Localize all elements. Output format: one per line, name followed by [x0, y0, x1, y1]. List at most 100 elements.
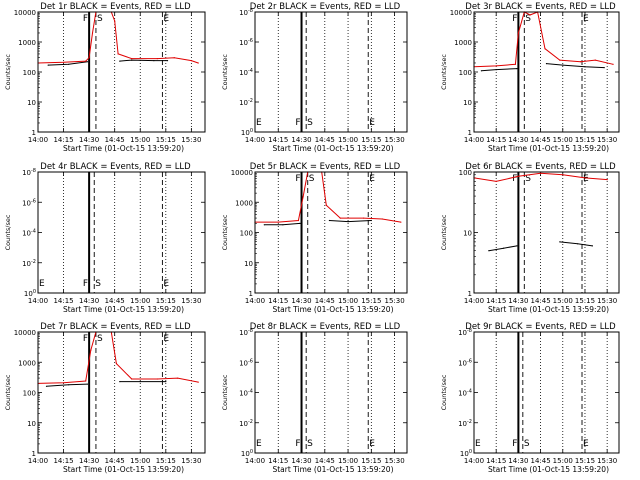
y-tick-label: 10-8 [239, 328, 253, 337]
x-tick-label: 14:45 [530, 457, 550, 465]
x-tick-label: 14:00 [28, 297, 48, 305]
x-tick-label: 15:15 [361, 297, 381, 305]
marker-label-S: S [309, 174, 315, 184]
events-series-point [119, 60, 121, 62]
marker-label-F: F [295, 439, 300, 449]
chart-title: Det 7r BLACK = Events, RED = LLD [40, 322, 191, 332]
lld-series-point [85, 60, 87, 62]
x-tick-label: 15:30 [181, 136, 201, 144]
x-tick-label: 14:15 [486, 457, 506, 465]
y-tick-label: 10 [27, 420, 36, 428]
lld-series-point [606, 179, 608, 181]
x-tick-label: 14:45 [315, 457, 335, 465]
x-tick-label: 15:30 [597, 136, 617, 144]
y-tick-label: 10-4 [239, 389, 253, 398]
events-series-point [139, 381, 141, 383]
lld-series-point [197, 62, 199, 64]
marker-label-E: E [369, 174, 375, 184]
lld-series [37, 331, 199, 384]
lld-series-point [514, 63, 517, 65]
y-tick-label: 100 [459, 69, 472, 77]
marker-label-E: E [256, 118, 262, 128]
lld-series-point [517, 32, 520, 34]
x-tick-label: 14:00 [464, 136, 484, 144]
lld-series-point [579, 61, 582, 63]
events-series-point [562, 64, 564, 66]
plot-frame [37, 11, 206, 133]
plot-frame [254, 331, 408, 454]
y-tick-label: 10 [27, 99, 36, 107]
x-tick-label: 15:00 [130, 457, 150, 465]
marker-label-E: E [256, 439, 262, 449]
x-tick-label: 14:45 [105, 136, 125, 144]
events-series-point [166, 60, 169, 62]
lld-series-point [594, 59, 596, 61]
marker-label-E: E [583, 14, 589, 24]
marker-label-E: E [583, 439, 589, 449]
plot-frame [37, 171, 206, 294]
lld-series [37, 11, 199, 64]
chart-title: Det 5r BLACK = Events, RED = LLD [250, 162, 401, 172]
marker-label-F: F [512, 14, 517, 24]
marker-label-F: F [83, 279, 88, 289]
chart-title: Det 9r BLACK = Events, RED = LLD [465, 322, 616, 332]
x-tick-label: 14:30 [79, 136, 99, 144]
events-series-point [480, 70, 482, 72]
x-tick-label: 15:30 [384, 457, 404, 465]
plot-frame [473, 11, 620, 133]
x-tick-label: 15:15 [156, 297, 176, 305]
x-tick-label: 15:30 [384, 136, 404, 144]
lld-series-point [584, 177, 586, 179]
lld-series-point [131, 378, 133, 380]
y-tick-label: 10-8 [458, 328, 472, 337]
x-axis-label: Start Time (01-Oct-15 13:59:20) [63, 305, 184, 314]
x-tick-label: 15:15 [575, 457, 595, 465]
chart-title: Det 4r BLACK = Events, RED = LLD [40, 162, 191, 172]
y-tick-label: 1000 [18, 39, 36, 47]
events-series [264, 222, 301, 226]
marker-label-S: S [525, 14, 531, 24]
x-tick-label: 14:45 [530, 297, 550, 305]
plot-frame [254, 171, 408, 294]
marker-label-E: E [369, 118, 375, 128]
x-tick-label: 14:15 [53, 297, 73, 305]
chart-title: Det 1r BLACK = Events, RED = LLD [40, 2, 191, 12]
events-series-point [263, 224, 265, 226]
x-tick-label: 15:00 [130, 136, 150, 144]
x-tick-label: 15:30 [384, 297, 404, 305]
y-axis-label: Counts/sec [4, 374, 12, 410]
lld-series-point [495, 65, 497, 67]
marker-label-E: E [163, 279, 169, 289]
y-tick-label: 100 [240, 230, 253, 238]
y-axis-label: Counts/sec [4, 214, 12, 250]
y-tick-label: 10 [244, 260, 253, 268]
x-tick-label: 14:15 [268, 457, 288, 465]
x-tick-label: 15:15 [575, 136, 595, 144]
chart-panel-6: Det 6r BLACK = Events, RED = LLD Counts/s… [440, 162, 620, 314]
marker-label-S: S [307, 118, 313, 128]
x-tick-label: 14:45 [105, 297, 125, 305]
x-tick-label: 15:15 [156, 457, 176, 465]
y-tick-label: 100 [23, 390, 36, 398]
events-series-point [495, 69, 497, 71]
y-axis-label: Counts/sec [4, 54, 12, 90]
x-tick-label: 14:15 [53, 457, 73, 465]
events-series-point [86, 383, 88, 385]
events-series [329, 220, 372, 223]
y-tick-label: 10000 [450, 9, 472, 17]
events-series-point [577, 243, 579, 245]
events-series-point [86, 61, 88, 63]
lld-series [255, 171, 401, 223]
x-tick-label: 14:00 [464, 457, 484, 465]
y-tick-label: 1000 [235, 199, 253, 207]
y-tick-label: 100 [241, 449, 253, 458]
events-series-point [299, 222, 301, 224]
lld-series-point [544, 48, 546, 50]
x-tick-label: 14:45 [315, 136, 335, 144]
x-axis-label: Start Time (01-Oct-15 13:59:20) [272, 465, 393, 474]
x-tick-label: 15:15 [575, 297, 595, 305]
y-tick-label: 10000 [14, 9, 36, 17]
y-axis-label: Counts/sec [221, 374, 229, 410]
y-axis-label: Counts/sec [221, 214, 229, 250]
